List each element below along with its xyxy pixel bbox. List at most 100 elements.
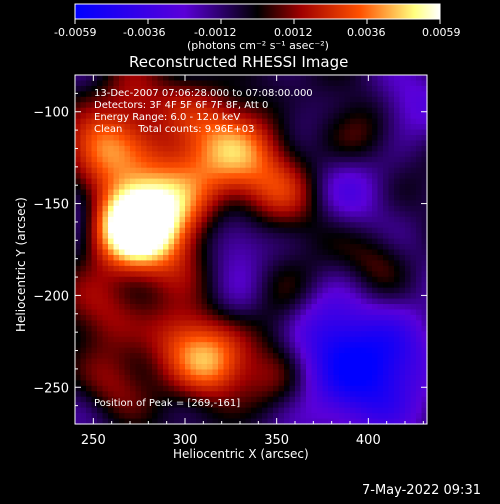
heatmap-cell xyxy=(196,200,203,207)
heatmap-cell xyxy=(355,85,362,92)
heatmap-cell xyxy=(339,298,346,305)
heatmap-cell xyxy=(108,418,115,425)
heatmap-cell xyxy=(339,205,346,212)
heatmap-cell xyxy=(295,287,302,294)
heatmap-cell xyxy=(366,282,373,289)
x-tick-label: 300 xyxy=(173,433,198,448)
heatmap-cell xyxy=(212,260,219,267)
heatmap-cell xyxy=(245,238,252,245)
heatmap-cell xyxy=(124,211,131,218)
heatmap-cell xyxy=(328,91,335,98)
heatmap-cell xyxy=(317,331,324,338)
heatmap-cell xyxy=(322,75,329,82)
heatmap-cell xyxy=(135,396,142,403)
heatmap-cell xyxy=(196,205,203,212)
heatmap-cell xyxy=(113,205,120,212)
heatmap-cell xyxy=(251,374,258,381)
heatmap-cell xyxy=(311,233,318,240)
heatmap-cell xyxy=(196,156,203,163)
heatmap-cell xyxy=(108,369,115,376)
heatmap-cell xyxy=(399,200,406,207)
heatmap-cell xyxy=(421,113,428,120)
heatmap-cell xyxy=(273,260,280,267)
heatmap-cell xyxy=(102,102,109,109)
heatmap-cell xyxy=(289,151,296,158)
heatmap-cell xyxy=(377,342,384,349)
heatmap-cell xyxy=(306,233,313,240)
heatmap-cell xyxy=(245,244,252,251)
heatmap-cell xyxy=(196,124,203,131)
heatmap-cell xyxy=(366,194,373,202)
heatmap-cell xyxy=(86,145,93,152)
heatmap-cell xyxy=(300,293,307,300)
heatmap-cell xyxy=(229,244,236,251)
heatmap-cell xyxy=(416,134,423,142)
heatmap-cell xyxy=(80,325,87,332)
heatmap-cell xyxy=(295,80,302,87)
heatmap-cell xyxy=(91,156,98,163)
heatmap-cell xyxy=(163,254,170,261)
heatmap-cell xyxy=(245,162,252,169)
heatmap-cell xyxy=(333,282,340,289)
heatmap-cell xyxy=(196,184,203,191)
heatmap-cell xyxy=(361,233,368,240)
heatmap-cell xyxy=(113,396,120,403)
heatmap-cell xyxy=(229,113,236,120)
heatmap-cell xyxy=(361,173,368,180)
heatmap-cell xyxy=(339,347,346,354)
heatmap-cell xyxy=(333,298,340,305)
heatmap-cell xyxy=(163,178,170,185)
heatmap-cell xyxy=(163,385,170,392)
heatmap-cell xyxy=(278,385,285,392)
heatmap-cell xyxy=(190,314,197,321)
heatmap-cell xyxy=(328,145,335,152)
heatmap-cell xyxy=(284,320,291,327)
heatmap-cell xyxy=(141,227,148,234)
y-tick-label: −200 xyxy=(33,289,69,304)
heatmap-cell xyxy=(300,374,307,381)
heatmap-cell xyxy=(399,211,406,218)
heatmap-cell xyxy=(146,222,153,229)
heatmap-cell xyxy=(141,407,148,414)
heatmap-cell xyxy=(179,254,186,261)
heatmap-cell xyxy=(322,358,329,365)
heatmap-cell xyxy=(157,216,164,223)
heatmap-cell xyxy=(306,418,313,425)
heatmap-cell xyxy=(300,391,307,398)
heatmap-cell xyxy=(174,205,181,212)
heatmap-cell xyxy=(130,107,137,114)
heatmap-cell xyxy=(240,85,247,92)
heatmap-cell xyxy=(372,205,379,212)
heatmap-cell xyxy=(97,75,104,82)
heatmap-cell xyxy=(311,402,318,409)
heatmap-cell xyxy=(113,129,120,136)
heatmap-cell xyxy=(168,402,175,409)
heatmap-cell xyxy=(333,380,340,387)
heatmap-cell xyxy=(284,85,291,92)
heatmap-cell xyxy=(97,413,104,420)
heatmap-cell xyxy=(185,369,192,376)
heatmap-cell xyxy=(306,331,313,338)
heatmap-cell xyxy=(212,91,219,98)
heatmap-cell xyxy=(141,325,148,332)
heatmap-cell xyxy=(229,167,236,174)
heatmap-cell xyxy=(201,249,208,256)
heatmap-cell xyxy=(300,276,307,283)
heatmap-cell xyxy=(284,134,291,142)
heatmap-cell xyxy=(295,385,302,392)
heatmap-cell xyxy=(119,249,126,256)
heatmap-cell xyxy=(152,309,159,316)
heatmap-cell xyxy=(399,336,406,343)
heatmap-cell xyxy=(163,233,170,240)
heatmap-cell xyxy=(383,75,390,82)
heatmap-cell xyxy=(207,314,214,321)
heatmap-cell xyxy=(333,75,340,82)
heatmap-cell xyxy=(328,336,335,343)
heatmap-cell xyxy=(190,369,197,376)
heatmap-cell xyxy=(75,320,82,327)
heatmap-cell xyxy=(141,413,148,420)
heatmap-cell xyxy=(212,353,219,360)
heatmap-cell xyxy=(361,222,368,229)
heatmap-cell xyxy=(97,293,104,300)
heatmap-cell xyxy=(75,336,82,343)
